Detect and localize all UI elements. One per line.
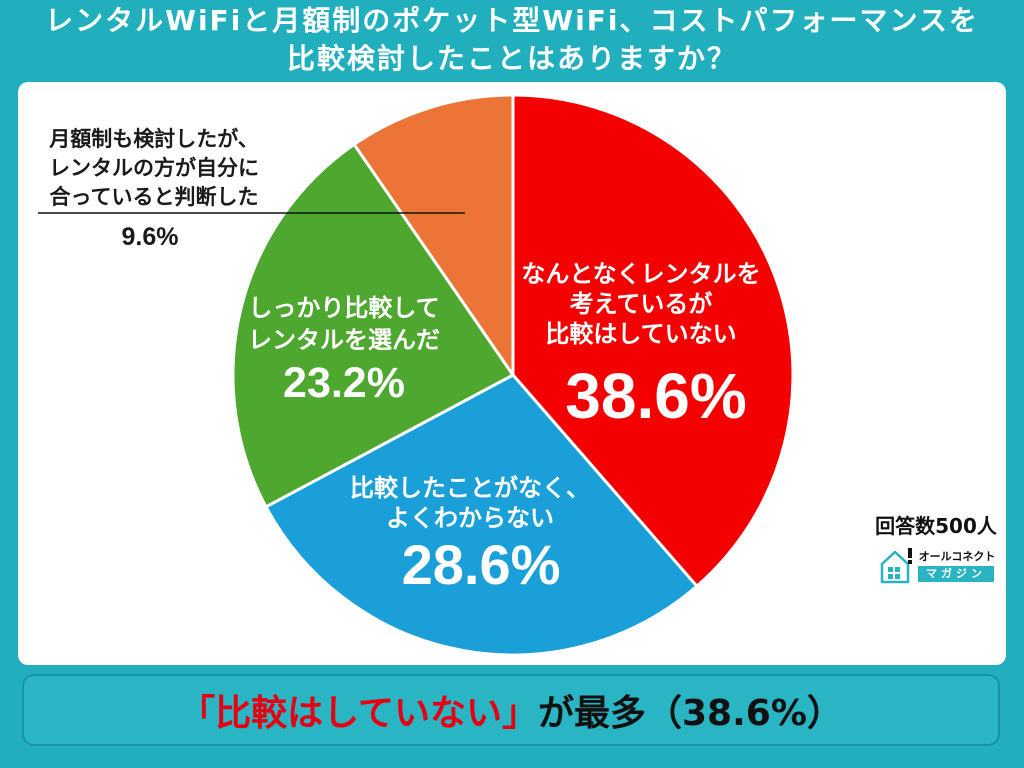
logo-name-top: オールコネクト [918,550,996,563]
pie-slices [231,93,795,657]
brand-logo: オールコネクト マガジン [879,547,997,584]
pie-slice-3-value-label: 23.2% [283,359,405,407]
pie-slice-1-label-line-1: なんとなくレンタルを [521,260,760,288]
pie-slice-3 [231,142,515,509]
chart-title-line-1: レンタルWiFiと月額制のポケット型WiFi、コストパフォーマンスを [45,4,979,37]
house-alert-icon [880,548,912,584]
pie-slice-1 [511,93,795,588]
chart-title-line-2: 比較検討したことはありますか？ [286,42,737,75]
summary-banner: 「比較はしていない」 が最多（38.6%） [22,674,1000,746]
summary-highlight: 「比較はしていない」 [179,693,538,734]
pie-slice-1-label-line-3: 比較はしていない [545,320,736,348]
pie-slice-4 [352,93,515,377]
pie-slice-4-label-line-2: レンタルの方が自分に [49,156,259,180]
pie-slice-2-label-line-2: よくわからない [386,504,554,532]
pie-slice-3-label-line-1: しっかり比較して [248,294,439,322]
pie-slice-1-value-label: 38.6% [565,360,746,432]
pie-slice-2-value-label: 28.6% [402,533,561,596]
pie-slice-1-label-line-2: 考えているが [570,290,713,318]
pie-slice-4-label-line-1: 月額制も検討したが、 [48,127,259,151]
summary-rest: が最多（38.6%） [538,693,843,734]
pie-slice-3-label-line-2: レンタルを選んだ [248,326,440,354]
logo-name-bottom: マガジン [918,566,994,582]
pie-slice-2-label-line-1: 比較したことがなく、 [350,474,590,502]
pie-slice-4-label-line-3: 合っていると判断した [50,185,259,209]
pie-slice-2 [264,373,699,657]
respondent-count: 回答数500人 [875,514,997,538]
pie-slice-4-value-label: 9.6% [122,223,179,251]
